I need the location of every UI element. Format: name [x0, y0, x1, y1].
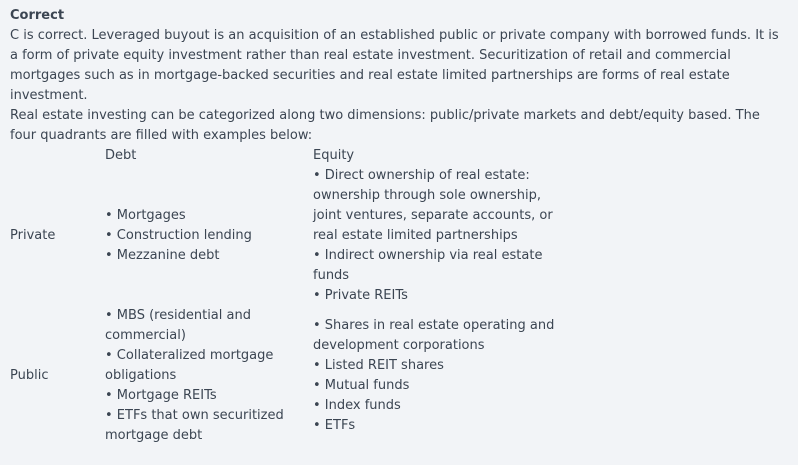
list-item: • Mortgages	[105, 208, 186, 223]
empty-corner-cell	[10, 146, 105, 166]
real-estate-quadrant-table: Debt Equity Private • Mortgages • Constr…	[10, 146, 563, 446]
answer-status-label: Correct	[10, 8, 65, 23]
list-item: mortgage debt	[105, 428, 203, 443]
list-item: • Index funds	[313, 398, 401, 413]
list-item: • Mezzanine debt	[105, 248, 220, 263]
list-item: • Direct ownership of real estate:	[313, 168, 530, 183]
list-item: • Collateralized mortgage	[105, 348, 274, 363]
list-item: • ETFs that own securitized	[105, 408, 284, 423]
cell-public-debt: • MBS (residential and commercial) • Col…	[105, 306, 313, 446]
list-item: real estate limited partnerships	[313, 228, 518, 243]
list-item: • Shares in real estate operating and	[313, 318, 555, 333]
column-header-debt: Debt	[105, 148, 137, 163]
list-item: • Mutual funds	[313, 378, 410, 393]
list-item: ownership through sole ownership,	[313, 188, 542, 203]
table-row-private: Private • Mortgages • Construction lendi…	[10, 166, 563, 306]
list-item: joint ventures, separate accounts, or	[313, 208, 553, 223]
table-header-row: Debt Equity	[10, 146, 563, 166]
list-item: • Listed REIT shares	[313, 358, 444, 373]
list-item: • Construction lending	[105, 228, 252, 243]
cell-public-equity: • Shares in real estate operating and de…	[313, 306, 563, 446]
explanation-paragraph-1: C is correct. Leveraged buyout is an acq…	[10, 28, 779, 103]
list-item: • Indirect ownership via real estate	[313, 248, 543, 263]
list-item: • Mortgage REITs	[105, 388, 217, 403]
list-item: • ETFs	[313, 418, 356, 433]
table-row-public: Public • MBS (residential and commercial…	[10, 306, 563, 446]
list-item: development corporations	[313, 338, 485, 353]
row-header-public: Public	[10, 368, 49, 383]
explanation-paragraph-2: Real estate investing can be categorized…	[10, 108, 760, 143]
list-item: • Private REITs	[313, 288, 408, 303]
list-item: obligations	[105, 368, 177, 383]
row-header-private: Private	[10, 228, 56, 243]
list-item: • MBS (residential and	[105, 308, 251, 323]
list-item: commercial)	[105, 328, 186, 343]
cell-private-debt: • Mortgages • Construction lending • Mez…	[105, 166, 313, 306]
cell-private-equity: • Direct ownership of real estate: owner…	[313, 166, 563, 306]
column-header-equity: Equity	[313, 148, 355, 163]
list-item: funds	[313, 268, 350, 283]
